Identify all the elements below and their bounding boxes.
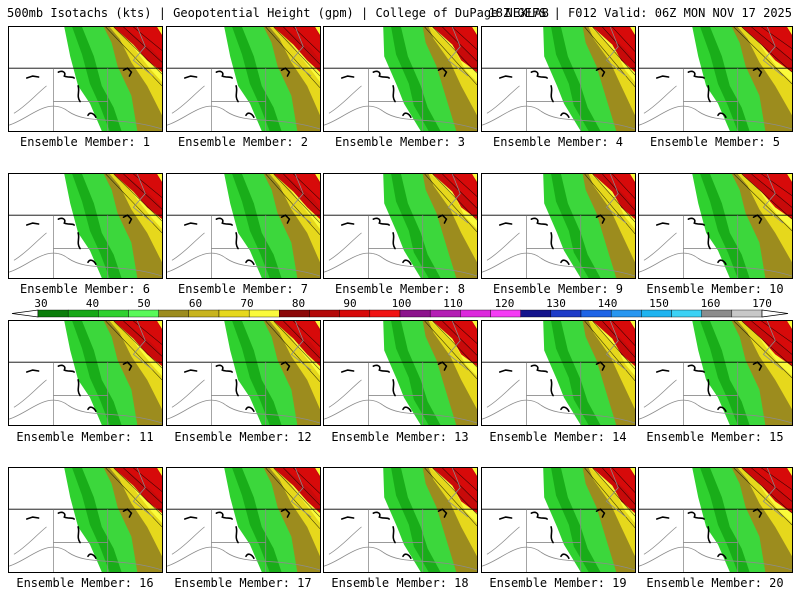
isotach-colorbar: 30 40 50 60 70 80 90 100 110 120 130 140 150 160 170 xyxy=(0,296,800,320)
ensemble-member-caption-11: Ensemble Member: 11 xyxy=(16,430,154,444)
ensemble-member-caption-9: Ensemble Member: 9 xyxy=(492,282,624,296)
colorbar-tick-label-11: 140 xyxy=(597,297,618,310)
colorbar-swatch-9 xyxy=(309,309,340,318)
colorbar-swatch-5 xyxy=(188,309,220,318)
ensemble-member-caption-6: Ensemble Member: 6 xyxy=(19,282,151,296)
ensemble-member-caption-17: Ensemble Member: 17 xyxy=(174,576,312,590)
colorbar-tick-label-5: 80 xyxy=(291,297,306,310)
ensemble-member-map-9 xyxy=(481,173,636,279)
ensemble-member-map-20 xyxy=(638,467,793,573)
ensemble-member-caption-20: Ensemble Member: 20 xyxy=(646,576,784,590)
ensemble-member-caption-7: Ensemble Member: 7 xyxy=(177,282,309,296)
colorbar-tick-label-10: 130 xyxy=(546,297,566,310)
colorbar-swatch-7 xyxy=(248,309,280,318)
ensemble-member-map-17 xyxy=(166,467,321,573)
colorbar-swatch-14 xyxy=(460,309,491,318)
ensemble-member-map-12 xyxy=(166,320,321,426)
colorbar-tick-label-12: 150 xyxy=(649,297,669,310)
ensemble-member-caption-12: Ensemble Member: 12 xyxy=(174,430,312,444)
ensemble-member-map-6 xyxy=(8,173,163,279)
ensemble-member-caption-19: Ensemble Member: 19 xyxy=(489,576,627,590)
colorbar-tick-label-8: 110 xyxy=(443,297,463,310)
colorbar-swatch-2 xyxy=(98,309,129,318)
ensemble-member-map-7 xyxy=(166,173,321,279)
ensemble-member-map-19 xyxy=(481,467,636,573)
ensemble-member-map-5 xyxy=(638,26,793,132)
colorbar-swatch-1 xyxy=(67,309,99,318)
ensemble-member-map-15 xyxy=(638,320,793,426)
colorbar-swatch-8 xyxy=(279,309,310,318)
run-info: 18Z GEFS | F012 Valid: 06Z MON NOV 17 20… xyxy=(488,6,792,20)
colorbar-tick-label-3: 60 xyxy=(188,297,203,310)
ensemble-member-map-2 xyxy=(166,26,321,132)
ensemble-member-caption-13: Ensemble Member: 13 xyxy=(331,430,469,444)
ensemble-member-map-11 xyxy=(8,320,163,426)
colorbar-tick-label-2: 50 xyxy=(137,297,151,310)
colorbar-swatch-3 xyxy=(128,309,159,318)
colorbar-swatch-22 xyxy=(701,309,733,318)
colorbar-tick-label-4: 70 xyxy=(240,297,254,310)
colorbar-swatch-23 xyxy=(731,309,763,318)
ensemble-member-caption-8: Ensemble Member: 8 xyxy=(334,282,466,296)
colorbar-tick-label-6: 90 xyxy=(343,297,357,310)
colorbar-swatch-21 xyxy=(671,309,702,318)
ensemble-member-caption-2: Ensemble Member: 2 xyxy=(177,135,309,149)
colorbar-swatch-0 xyxy=(37,309,69,318)
colorbar-tick-label-0: 30 xyxy=(34,297,48,310)
ensemble-member-map-8 xyxy=(323,173,478,279)
colorbar-swatch-17 xyxy=(550,309,582,318)
ensemble-member-map-13 xyxy=(323,320,478,426)
ensemble-member-caption-5: Ensemble Member: 5 xyxy=(649,135,781,149)
ensemble-member-caption-18: Ensemble Member: 18 xyxy=(331,576,469,590)
ensemble-member-caption-15: Ensemble Member: 15 xyxy=(646,430,784,444)
colorbar-tick-label-13: 160 xyxy=(700,297,721,310)
ensemble-member-map-1 xyxy=(8,26,163,132)
colorbar-swatch-12 xyxy=(399,309,431,318)
ensemble-member-caption-4: Ensemble Member: 4 xyxy=(492,135,624,149)
colorbar-swatch-6 xyxy=(218,309,250,318)
ensemble-member-map-14 xyxy=(481,320,636,426)
ensemble-member-map-18 xyxy=(323,467,478,573)
ensemble-member-map-10 xyxy=(638,173,793,279)
colorbar-swatch-10 xyxy=(339,309,371,318)
header-title: 500mb Isotachs (kts) | Geopotential Heig… xyxy=(7,6,549,20)
colorbar-tick-label-7: 100 xyxy=(391,297,412,310)
colorbar-swatch-18 xyxy=(580,309,612,318)
ensemble-member-map-16 xyxy=(8,467,163,573)
colorbar-swatch-4 xyxy=(158,309,190,318)
colorbar-swatch-20 xyxy=(641,309,672,318)
colorbar-tick-label-14: 170 xyxy=(752,297,772,310)
ensemble-member-caption-3: Ensemble Member: 3 xyxy=(334,135,466,149)
colorbar-tick-label-9: 120 xyxy=(494,297,515,310)
ensemble-member-caption-14: Ensemble Member: 14 xyxy=(489,430,627,444)
ensemble-member-caption-16: Ensemble Member: 16 xyxy=(16,576,154,590)
ensemble-member-map-4 xyxy=(481,26,636,132)
ensemble-member-caption-1: Ensemble Member: 1 xyxy=(19,135,151,149)
colorbar-right-arrow xyxy=(761,309,789,318)
header: 500mb Isotachs (kts) | Geopotential Heig… xyxy=(0,0,800,24)
colorbar-graphic xyxy=(11,309,789,318)
colorbar-swatch-13 xyxy=(429,309,461,318)
colorbar-left-arrow xyxy=(11,309,39,318)
colorbar-tick-label-1: 40 xyxy=(85,297,100,310)
colorbar-swatch-19 xyxy=(610,309,642,318)
ensemble-member-map-3 xyxy=(323,26,478,132)
colorbar-swatch-11 xyxy=(369,309,401,318)
ensemble-member-caption-10: Ensemble Member: 10 xyxy=(646,282,784,296)
colorbar-swatch-16 xyxy=(520,309,552,318)
colorbar-swatch-15 xyxy=(490,309,521,318)
